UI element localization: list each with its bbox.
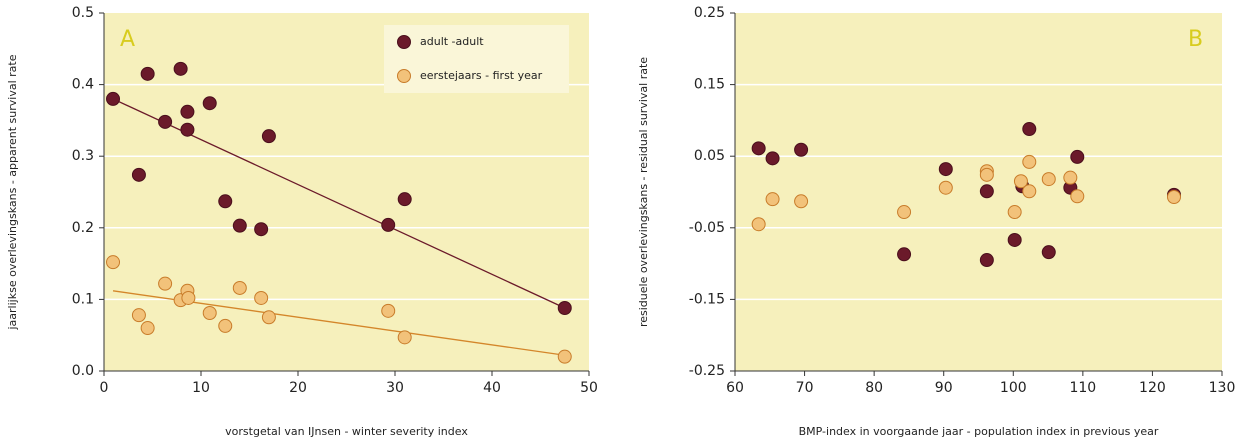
y-axis-label: residuele overlevingskans - residual sur… <box>637 57 650 327</box>
point <box>381 303 396 318</box>
point <box>765 151 780 166</box>
y-tick-label: 0.0 <box>72 363 94 379</box>
point <box>131 167 146 182</box>
point <box>1007 232 1022 247</box>
point <box>131 308 146 323</box>
y-tick-label: -0.25 <box>689 363 725 379</box>
x-tick-label: 110 <box>1069 380 1096 396</box>
y-tick-label: 0.15 <box>694 77 725 93</box>
point <box>751 141 766 156</box>
point <box>1063 170 1078 185</box>
point <box>979 253 994 268</box>
y-axis-label: jaarlijkse overlevingskans - apparent su… <box>6 54 19 330</box>
point <box>254 290 269 305</box>
legend-box <box>384 25 569 93</box>
plot-area <box>735 13 1222 371</box>
point <box>381 217 396 232</box>
point <box>1022 184 1037 199</box>
point <box>979 167 994 182</box>
legend-marker <box>397 69 411 83</box>
point <box>1041 245 1056 260</box>
x-axis-label: BMP-index in voorgaande jaar - populatio… <box>799 425 1159 438</box>
point <box>202 96 217 111</box>
panel-letter: A <box>120 27 135 52</box>
point <box>557 300 572 315</box>
x-axis-label: vorstgetal van IJnsen - winter severity … <box>225 425 468 438</box>
point <box>180 122 195 137</box>
point <box>218 318 233 333</box>
y-tick-label: 0.5 <box>72 5 94 21</box>
point <box>751 217 766 232</box>
y-tick-label: 0.3 <box>72 148 94 164</box>
point <box>180 104 195 119</box>
y-tick-label: 0.25 <box>694 5 725 21</box>
y-tick-label: 0.1 <box>72 291 94 307</box>
point <box>1022 154 1037 169</box>
x-tick-label: 120 <box>1139 380 1166 396</box>
point <box>765 192 780 207</box>
y-tick-label: 0.2 <box>72 220 94 236</box>
point <box>232 218 247 233</box>
point <box>938 162 953 177</box>
y-tick-label: -0.15 <box>689 291 725 307</box>
x-tick-label: 10 <box>192 380 210 396</box>
point <box>794 142 809 157</box>
point <box>1166 190 1181 205</box>
point <box>1013 174 1028 189</box>
x-tick-label: 0 <box>100 380 109 396</box>
point <box>1070 189 1085 204</box>
x-tick-label: 130 <box>1209 380 1236 396</box>
x-tick-label: 20 <box>289 380 307 396</box>
point <box>140 66 155 81</box>
panel-letter: B <box>1188 27 1203 52</box>
point <box>254 222 269 237</box>
point <box>140 321 155 336</box>
point <box>106 255 121 270</box>
x-tick-label: 40 <box>483 380 501 396</box>
point <box>261 310 276 325</box>
y-tick-label: 0.4 <box>72 77 94 93</box>
x-tick-label: 70 <box>796 380 814 396</box>
point <box>397 192 412 207</box>
point <box>202 306 217 321</box>
point <box>897 205 912 220</box>
point <box>1041 172 1056 187</box>
point <box>218 194 233 209</box>
point <box>397 330 412 345</box>
legend-label: adult -adult <box>420 35 484 48</box>
x-tick-label: 90 <box>935 380 953 396</box>
x-tick-label: 30 <box>386 380 404 396</box>
point <box>938 180 953 195</box>
point <box>897 247 912 262</box>
point <box>158 114 173 129</box>
x-tick-label: 50 <box>580 380 598 396</box>
x-tick-label: 100 <box>1000 380 1027 396</box>
y-tick-label: 0.05 <box>694 148 725 164</box>
point <box>1070 149 1085 164</box>
point <box>173 61 188 76</box>
point <box>1022 121 1037 136</box>
y-tick-label: -0.05 <box>689 220 725 236</box>
point <box>181 290 196 305</box>
point <box>158 276 173 291</box>
x-tick-label: 80 <box>865 380 883 396</box>
point <box>261 129 276 144</box>
x-tick-label: 60 <box>726 380 744 396</box>
point <box>794 194 809 209</box>
legend-label: eerstejaars - first year <box>420 69 543 82</box>
legend-marker <box>397 35 411 49</box>
point <box>106 91 121 106</box>
point <box>979 184 994 199</box>
point <box>1007 205 1022 220</box>
point <box>557 349 572 364</box>
point <box>232 280 247 295</box>
